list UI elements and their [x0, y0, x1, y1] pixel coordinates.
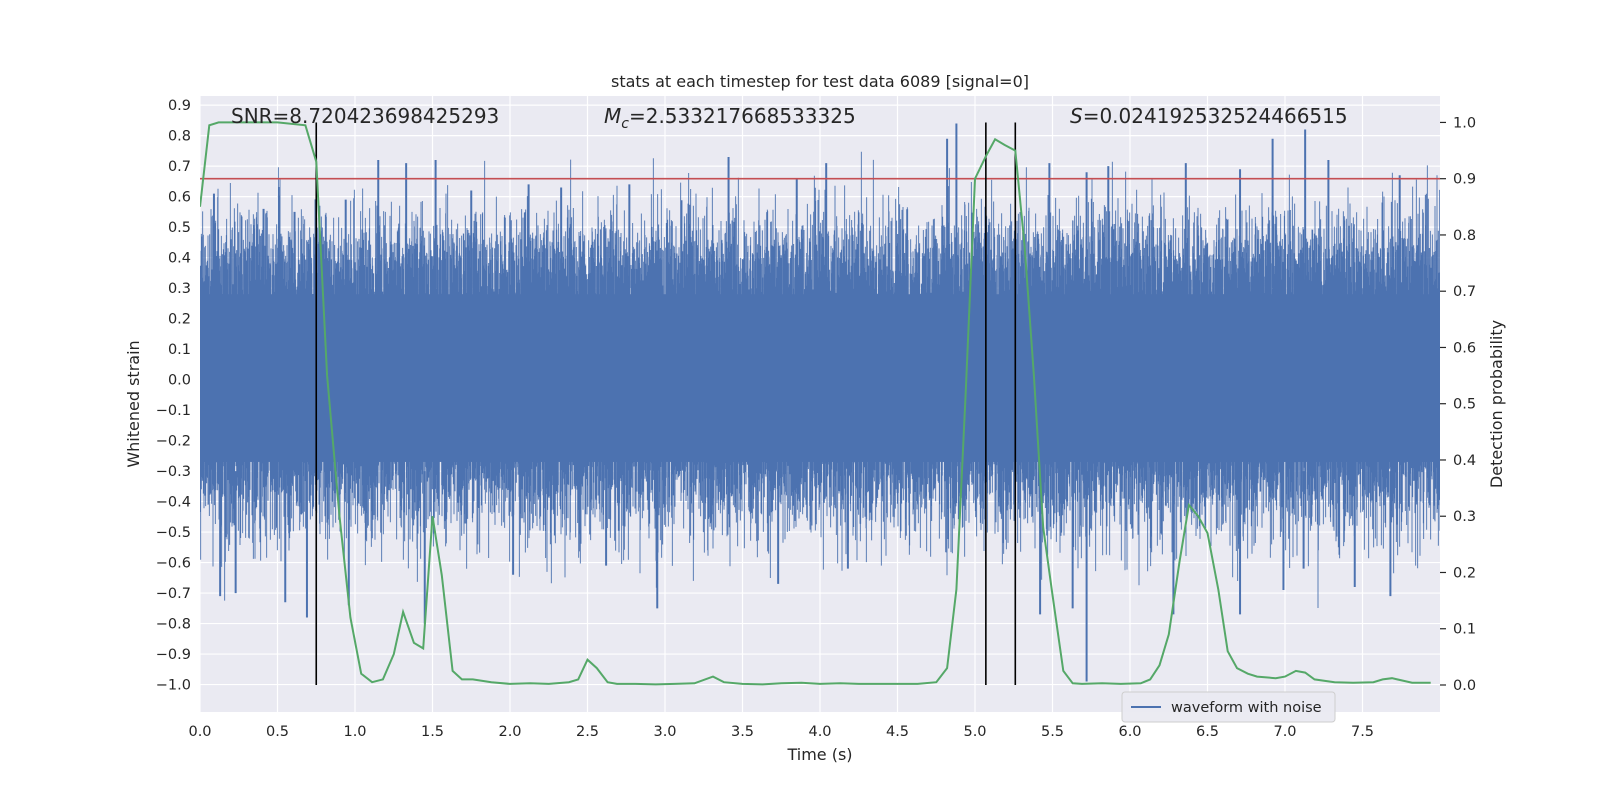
- x-tick-label: 3.5: [731, 724, 754, 740]
- right-y-tick-label: 0.6: [1453, 340, 1476, 356]
- legend: waveform with noise: [1121, 691, 1336, 723]
- left-y-tick-label: −0.8: [156, 617, 191, 633]
- left-y-tick-label: −0.5: [156, 525, 191, 541]
- chart-title: stats at each timestep for test data 608…: [611, 72, 1029, 91]
- series-detection-probability: [200, 121, 1431, 686]
- x-tick-label: 5.5: [1041, 724, 1064, 740]
- x-tick-label: 2.0: [498, 724, 521, 740]
- left-y-tick-label: −0.6: [156, 556, 191, 572]
- left-y-tick-label: 0.7: [168, 159, 191, 175]
- right-y-tick-label: 0.0: [1453, 678, 1476, 694]
- right-y-tick-label: 0.3: [1453, 509, 1476, 525]
- x-tick-label: 0.5: [266, 724, 289, 740]
- left-y-tick-label: −0.7: [156, 586, 191, 602]
- left-y-tick-label: 0.0: [168, 373, 191, 389]
- vertical-markers: [315, 122, 1017, 685]
- x-tick-label: 3.0: [653, 724, 676, 740]
- score-annotation: S=0.024192532524466515: [1070, 104, 1348, 128]
- x-tick-label: 7.5: [1351, 724, 1374, 740]
- x-axis-ticks: 0.0 0.5 1.0 1.5 2.0 2.5 3.0 3.5 4.0 4.5 5.0 5.5 6.0 6…: [188, 724, 1374, 740]
- chirp-mass-subscript: c: [621, 116, 629, 132]
- right-y-axis-ticks: 1.0 0.9 0.8 0.7 0.6 0.5 0.4 0.3 0.2 0.1 0.0: [1440, 115, 1476, 694]
- left-y-tick-label: 0.8: [168, 129, 191, 145]
- left-y-axis-ticks: 0.9 0.8 0.7 0.6 0.5 0.4 0.3 0.2 0.1 0.0 −0.1 −0.2 −0…: [156, 98, 191, 693]
- chirp-mass-value: =2.533217668533325: [629, 104, 856, 128]
- score-symbol: S: [1070, 104, 1083, 128]
- snr-annotation: SNR=8.720423698425293: [231, 104, 499, 128]
- left-y-tick-label: −0.3: [156, 464, 191, 480]
- right-y-tick-label: 0.7: [1453, 284, 1476, 300]
- x-tick-label: 1.5: [421, 724, 444, 740]
- legend-label-waveform: waveform with noise: [1171, 700, 1322, 716]
- score-value: =0.024192532524466515: [1083, 104, 1348, 128]
- right-y-tick-label: 0.8: [1453, 228, 1476, 244]
- right-y-tick-label: 0.4: [1453, 453, 1476, 469]
- x-tick-label: 7.0: [1273, 724, 1296, 740]
- left-y-tick-label: −0.2: [156, 434, 191, 450]
- left-y-tick-label: 0.9: [168, 98, 191, 114]
- x-tick-label: 6.0: [1118, 724, 1141, 740]
- chirp-mass-annotation: Mc=2.533217668533325: [604, 104, 856, 132]
- right-y-tick-label: 0.5: [1453, 397, 1476, 413]
- x-tick-label: 2.5: [576, 724, 599, 740]
- right-y-tick-label: 0.1: [1453, 622, 1476, 638]
- left-y-tick-label: −0.9: [156, 647, 191, 663]
- right-y-tick-label: 1.0: [1453, 115, 1476, 131]
- x-axis-label: Time (s): [786, 745, 852, 764]
- left-y-tick-label: 0.6: [168, 190, 191, 206]
- legend-box: [1121, 691, 1336, 723]
- left-y-tick-label: 0.4: [168, 251, 191, 267]
- x-tick-label: 4.5: [886, 724, 909, 740]
- left-y-tick-label: 0.5: [168, 220, 191, 236]
- x-tick-label: 6.5: [1196, 724, 1219, 740]
- left-y-tick-label: −0.4: [156, 495, 191, 511]
- left-y-tick-label: −0.1: [156, 403, 191, 419]
- x-tick-label: 0.0: [188, 724, 211, 740]
- detection-probability-line: [200, 121, 1431, 686]
- x-tick-label: 5.0: [963, 724, 986, 740]
- right-y-tick-label: 0.9: [1453, 172, 1476, 188]
- left-y-tick-label: 0.1: [168, 342, 191, 358]
- left-y-axis-label: Whitened strain: [124, 340, 143, 467]
- right-y-axis-label: Detection probability: [1487, 320, 1506, 488]
- x-tick-label: 4.0: [808, 724, 831, 740]
- left-y-tick-label: 0.3: [168, 281, 191, 297]
- waveform-core: [200, 294, 1440, 462]
- left-y-tick-label: −1.0: [156, 678, 191, 694]
- x-tick-label: 1.0: [343, 724, 366, 740]
- right-y-tick-label: 0.2: [1453, 565, 1476, 581]
- series-waveform: [200, 123, 1440, 682]
- chirp-mass-symbol: M: [604, 104, 621, 128]
- left-y-tick-label: 0.2: [168, 312, 191, 328]
